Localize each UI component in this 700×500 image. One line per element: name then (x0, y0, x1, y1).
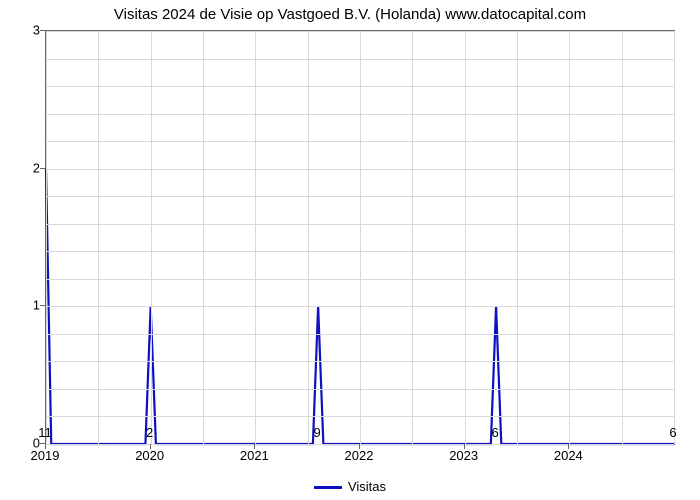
gridline-v (622, 31, 623, 444)
gridline-v (412, 31, 413, 444)
xtick-mark (45, 444, 46, 449)
ytick-mark (40, 168, 45, 169)
gridline-v (255, 31, 256, 444)
value-label: 11 (38, 425, 52, 440)
gridline-v (465, 31, 466, 444)
gridline-v (46, 31, 47, 444)
gridline-v (308, 31, 309, 444)
xtick-mark (254, 444, 255, 449)
gridline-v (203, 31, 204, 444)
value-label: 6 (491, 425, 498, 440)
gridline-h (46, 444, 674, 445)
xtick-label: 2020 (135, 448, 164, 463)
xtick-label: 2022 (345, 448, 374, 463)
value-label: 9 (314, 425, 321, 440)
value-label: 6 (669, 425, 676, 440)
xtick-label: 2023 (449, 448, 478, 463)
xtick-mark (568, 444, 569, 449)
plot-area (45, 30, 675, 445)
ytick-label: 2 (10, 160, 40, 175)
ytick-mark (40, 305, 45, 306)
ytick-label: 1 (10, 298, 40, 313)
gridline-v (98, 31, 99, 444)
gridline-v (151, 31, 152, 444)
value-label: 2 (146, 425, 153, 440)
ytick-mark (40, 30, 45, 31)
legend: Visitas (0, 479, 700, 494)
xtick-mark (359, 444, 360, 449)
chart-container: Visitas 2024 de Visie op Vastgoed B.V. (… (0, 0, 700, 500)
xtick-mark (464, 444, 465, 449)
gridline-v (360, 31, 361, 444)
gridline-v (569, 31, 570, 444)
xtick-label: 2019 (31, 448, 60, 463)
gridline-v (517, 31, 518, 444)
legend-swatch (314, 486, 342, 489)
xtick-label: 2021 (240, 448, 269, 463)
xtick-label: 2024 (554, 448, 583, 463)
xtick-mark (150, 444, 151, 449)
ytick-label: 3 (10, 23, 40, 38)
gridline-v (674, 31, 675, 444)
chart-title: Visitas 2024 de Visie op Vastgoed B.V. (… (0, 6, 700, 23)
legend-label: Visitas (348, 479, 386, 494)
